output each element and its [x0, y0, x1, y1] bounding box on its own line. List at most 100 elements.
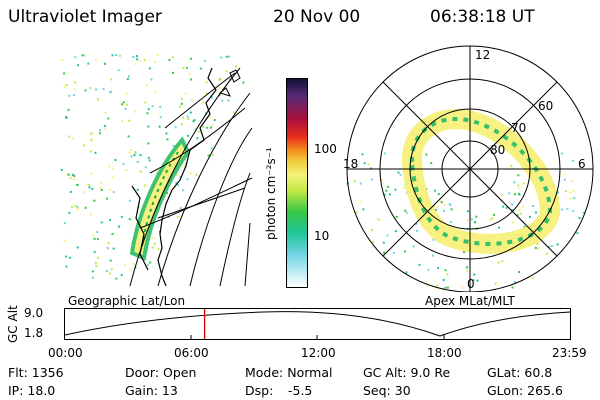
noise-speck — [371, 229, 374, 232]
noise-speck — [134, 151, 137, 154]
noise-speck — [91, 188, 94, 191]
noise-speck — [476, 279, 479, 282]
noise-speck — [93, 237, 96, 240]
noise-speck — [361, 153, 364, 156]
noise-speck — [569, 191, 572, 194]
noise-speck — [563, 173, 566, 176]
colorbar-tick-10: 10 — [314, 229, 330, 243]
noise-speck — [514, 193, 517, 196]
noise-speck — [232, 115, 235, 118]
noise-speck — [473, 221, 476, 223]
noise-speck — [502, 205, 505, 208]
noise-speck — [90, 172, 93, 175]
mlt-label-18: 18 — [343, 157, 358, 171]
noise-speck — [518, 271, 520, 274]
noise-speck — [427, 268, 430, 271]
noise-speck — [111, 176, 114, 179]
noise-speck — [446, 286, 449, 289]
noise-speck — [518, 192, 520, 195]
noise-speck — [128, 199, 131, 202]
info-seq: Seq: 30 — [363, 383, 411, 398]
noise-speck — [433, 189, 436, 192]
noise-speck — [383, 193, 386, 196]
noise-speck — [437, 266, 440, 269]
noise-speck — [434, 208, 437, 211]
noise-speck — [93, 199, 96, 202]
noise-speck — [508, 192, 511, 195]
noise-speck — [242, 81, 245, 84]
noise-speck — [147, 156, 150, 159]
noise-speck — [175, 173, 178, 176]
noise-speck — [523, 182, 526, 185]
noise-speck — [180, 102, 183, 105]
noise-speck — [124, 107, 127, 110]
noise-speck — [172, 144, 175, 147]
noise-speck — [68, 211, 71, 214]
noise-speck — [126, 78, 129, 81]
noise-speck — [473, 273, 476, 276]
noise-speck — [157, 248, 160, 251]
noise-speck — [514, 281, 516, 283]
noise-speck — [128, 218, 131, 221]
app-title: Ultraviolet Imager — [8, 7, 162, 27]
noise-speck — [371, 178, 373, 181]
noise-speck — [494, 282, 497, 285]
noise-speck — [576, 232, 579, 235]
noise-speck — [68, 135, 71, 138]
noise-speck — [109, 272, 111, 275]
noise-speck — [531, 205, 534, 207]
noise-speck — [497, 261, 500, 264]
noise-speck — [104, 62, 106, 65]
noise-speck — [63, 239, 66, 242]
info-glon: GLon: 265.6 — [487, 383, 563, 398]
noise-speck — [381, 179, 384, 182]
noise-speck — [89, 133, 92, 136]
noise-speck — [76, 183, 79, 186]
info-glat: GLat: 60.8 — [487, 365, 553, 380]
noise-speck — [136, 188, 139, 191]
noise-speck — [72, 173, 74, 176]
noise-speck — [146, 263, 149, 266]
noise-speck — [67, 108, 70, 111]
noise-speck — [432, 204, 435, 207]
noise-speck — [66, 173, 69, 175]
noise-speck — [111, 167, 114, 170]
noise-speck — [228, 55, 231, 58]
noise-speck — [77, 64, 80, 67]
noise-speck — [82, 144, 85, 147]
noise-speck — [171, 56, 174, 59]
noise-speck — [179, 176, 182, 179]
noise-speck — [147, 142, 150, 145]
coastline — [157, 67, 217, 287]
noise-speck — [556, 191, 559, 194]
noise-speck — [145, 84, 148, 87]
noise-speck — [98, 132, 101, 135]
noise-speck — [136, 58, 139, 61]
noise-speck — [129, 268, 132, 271]
noise-speck — [106, 269, 108, 272]
noise-speck — [511, 203, 514, 206]
noise-speck — [130, 149, 133, 152]
noise-speck — [359, 182, 362, 185]
alt-xtick-0000: 00:00 — [48, 346, 83, 360]
noise-speck — [355, 211, 358, 214]
noise-speck — [578, 165, 581, 168]
noise-speck — [510, 165, 513, 168]
colorbar-tick-100: 100 — [314, 142, 337, 156]
noise-speck — [130, 241, 133, 244]
info-ip: IP: 18.0 — [8, 383, 56, 398]
noise-speck — [69, 176, 72, 179]
noise-speck — [121, 120, 123, 122]
noise-speck — [94, 151, 97, 154]
noise-speck — [147, 108, 150, 111]
noise-speck — [573, 197, 576, 200]
noise-speck — [73, 174, 76, 177]
noise-speck — [217, 87, 220, 90]
noise-speck — [213, 119, 216, 122]
noise-speck — [65, 84, 68, 86]
noise-speck — [177, 184, 180, 187]
noise-speck — [106, 247, 109, 250]
noise-speck — [466, 266, 469, 269]
noise-speck — [108, 165, 111, 168]
noise-speck — [511, 221, 514, 224]
